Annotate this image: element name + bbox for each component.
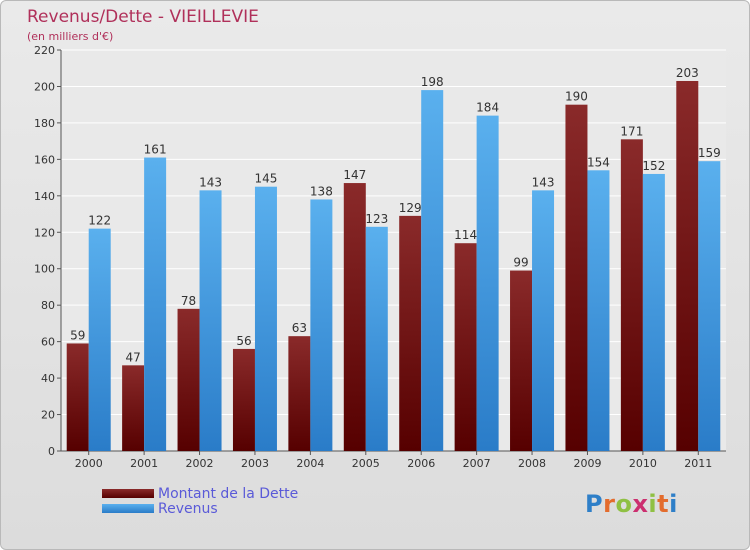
data-label-montant-de-la-dette-2008: 99 bbox=[513, 256, 528, 270]
bar-revenus-2003 bbox=[254, 186, 277, 452]
x-tick-label: 2002 bbox=[186, 457, 214, 470]
data-label-montant-de-la-dette-2005: 147 bbox=[343, 168, 366, 182]
legend-label-dette: Montant de la Dette bbox=[158, 485, 299, 502]
y-tick-label: 200 bbox=[34, 80, 55, 93]
x-tick-label: 2003 bbox=[241, 457, 269, 470]
x-tick-label: 2005 bbox=[352, 457, 380, 470]
data-label-revenus-2003: 145 bbox=[255, 172, 278, 186]
x-tick-label: 2010 bbox=[629, 457, 657, 470]
bar-revenus-2006 bbox=[421, 90, 444, 451]
data-label-montant-de-la-dette-2010: 171 bbox=[620, 124, 643, 138]
bar-montant-de-la-dette-2010 bbox=[620, 139, 643, 451]
data-label-montant-de-la-dette-2002: 78 bbox=[181, 294, 196, 308]
data-label-revenus-2007: 184 bbox=[476, 101, 499, 115]
chart-subtitle: (en milliers d'€) bbox=[27, 30, 114, 43]
bar-revenus-2010 bbox=[642, 173, 665, 452]
data-label-revenus-2004: 138 bbox=[310, 184, 333, 198]
bar-revenus-2007 bbox=[476, 115, 499, 452]
data-label-montant-de-la-dette-2009: 190 bbox=[565, 90, 588, 104]
bar-revenus-2008 bbox=[532, 190, 555, 451]
bar-montant-de-la-dette-2004 bbox=[288, 336, 311, 451]
data-label-revenus-2008: 143 bbox=[532, 175, 555, 189]
bar-revenus-2001 bbox=[144, 157, 167, 452]
bar-revenus-2000 bbox=[88, 228, 111, 451]
bar-revenus-2002 bbox=[199, 190, 222, 451]
y-tick-label: 180 bbox=[34, 117, 55, 130]
bar-montant-de-la-dette-2005 bbox=[343, 183, 366, 452]
proxiti-logo: Proxiti bbox=[585, 490, 678, 518]
bar-montant-de-la-dette-2011 bbox=[676, 80, 699, 452]
bar-montant-de-la-dette-2002 bbox=[177, 308, 200, 451]
bar-montant-de-la-dette-2001 bbox=[122, 365, 145, 451]
bar-montant-de-la-dette-2007 bbox=[454, 243, 477, 451]
x-tick-label: 2004 bbox=[296, 457, 324, 470]
bar-montant-de-la-dette-2003 bbox=[232, 348, 255, 451]
x-tick-label: 2011 bbox=[684, 457, 712, 470]
data-label-montant-de-la-dette-2003: 56 bbox=[236, 334, 251, 348]
legend-item-revenus: Revenus bbox=[102, 500, 298, 517]
bar-revenus-2005 bbox=[365, 226, 388, 451]
legend-label-revenus: Revenus bbox=[158, 500, 218, 517]
bar-revenus-2004 bbox=[310, 199, 333, 451]
y-tick-label: 0 bbox=[48, 445, 55, 458]
y-tick-label: 40 bbox=[41, 372, 55, 385]
data-label-montant-de-la-dette-2000: 59 bbox=[70, 328, 85, 342]
data-label-montant-de-la-dette-2004: 63 bbox=[292, 321, 307, 335]
y-tick-label: 120 bbox=[34, 226, 55, 239]
plot-area bbox=[61, 50, 726, 451]
y-tick-label: 140 bbox=[34, 190, 55, 203]
legend-item-dette: Montant de la Dette bbox=[102, 485, 299, 502]
y-tick-label: 60 bbox=[41, 336, 55, 349]
data-label-revenus-2010: 152 bbox=[642, 159, 665, 173]
x-tick-label: 2007 bbox=[463, 457, 491, 470]
data-label-revenus-2006: 198 bbox=[421, 75, 444, 89]
bar-montant-de-la-dette-2009 bbox=[565, 104, 588, 451]
bar-revenus-2009 bbox=[587, 170, 610, 452]
x-tick-label: 2000 bbox=[75, 457, 103, 470]
x-tick-label: 2006 bbox=[407, 457, 435, 470]
data-label-revenus-2005: 123 bbox=[365, 212, 388, 226]
y-tick-label: 20 bbox=[41, 409, 55, 422]
y-tick-label: 80 bbox=[41, 299, 55, 312]
data-label-montant-de-la-dette-2011: 203 bbox=[676, 66, 699, 80]
legend: Montant de la Dette Revenus bbox=[102, 485, 299, 517]
y-tick-label: 100 bbox=[34, 263, 55, 276]
y-tick-label: 220 bbox=[34, 44, 55, 57]
data-label-revenus-2011: 159 bbox=[698, 146, 721, 160]
data-label-revenus-2002: 143 bbox=[199, 175, 222, 189]
chart-title: Revenus/Dette - VIEILLEVIE bbox=[27, 7, 259, 27]
data-label-revenus-2001: 161 bbox=[144, 143, 167, 157]
data-label-revenus-2000: 122 bbox=[88, 214, 111, 228]
x-tick-label: 2009 bbox=[573, 457, 601, 470]
bar-montant-de-la-dette-2006 bbox=[399, 215, 422, 451]
y-tick-label: 160 bbox=[34, 153, 55, 166]
bar-montant-de-la-dette-2008 bbox=[510, 270, 533, 451]
data-label-montant-de-la-dette-2001: 47 bbox=[125, 350, 140, 364]
legend-swatch-revenus bbox=[102, 504, 154, 513]
legend-swatch-dette bbox=[102, 489, 154, 498]
x-tick-label: 2008 bbox=[518, 457, 546, 470]
bar-montant-de-la-dette-2000 bbox=[66, 343, 89, 451]
bar-revenus-2011 bbox=[698, 161, 721, 451]
x-tick-label: 2001 bbox=[130, 457, 158, 470]
data-label-revenus-2009: 154 bbox=[587, 155, 610, 169]
data-label-montant-de-la-dette-2007: 114 bbox=[454, 228, 477, 242]
data-label-montant-de-la-dette-2006: 129 bbox=[399, 201, 422, 215]
